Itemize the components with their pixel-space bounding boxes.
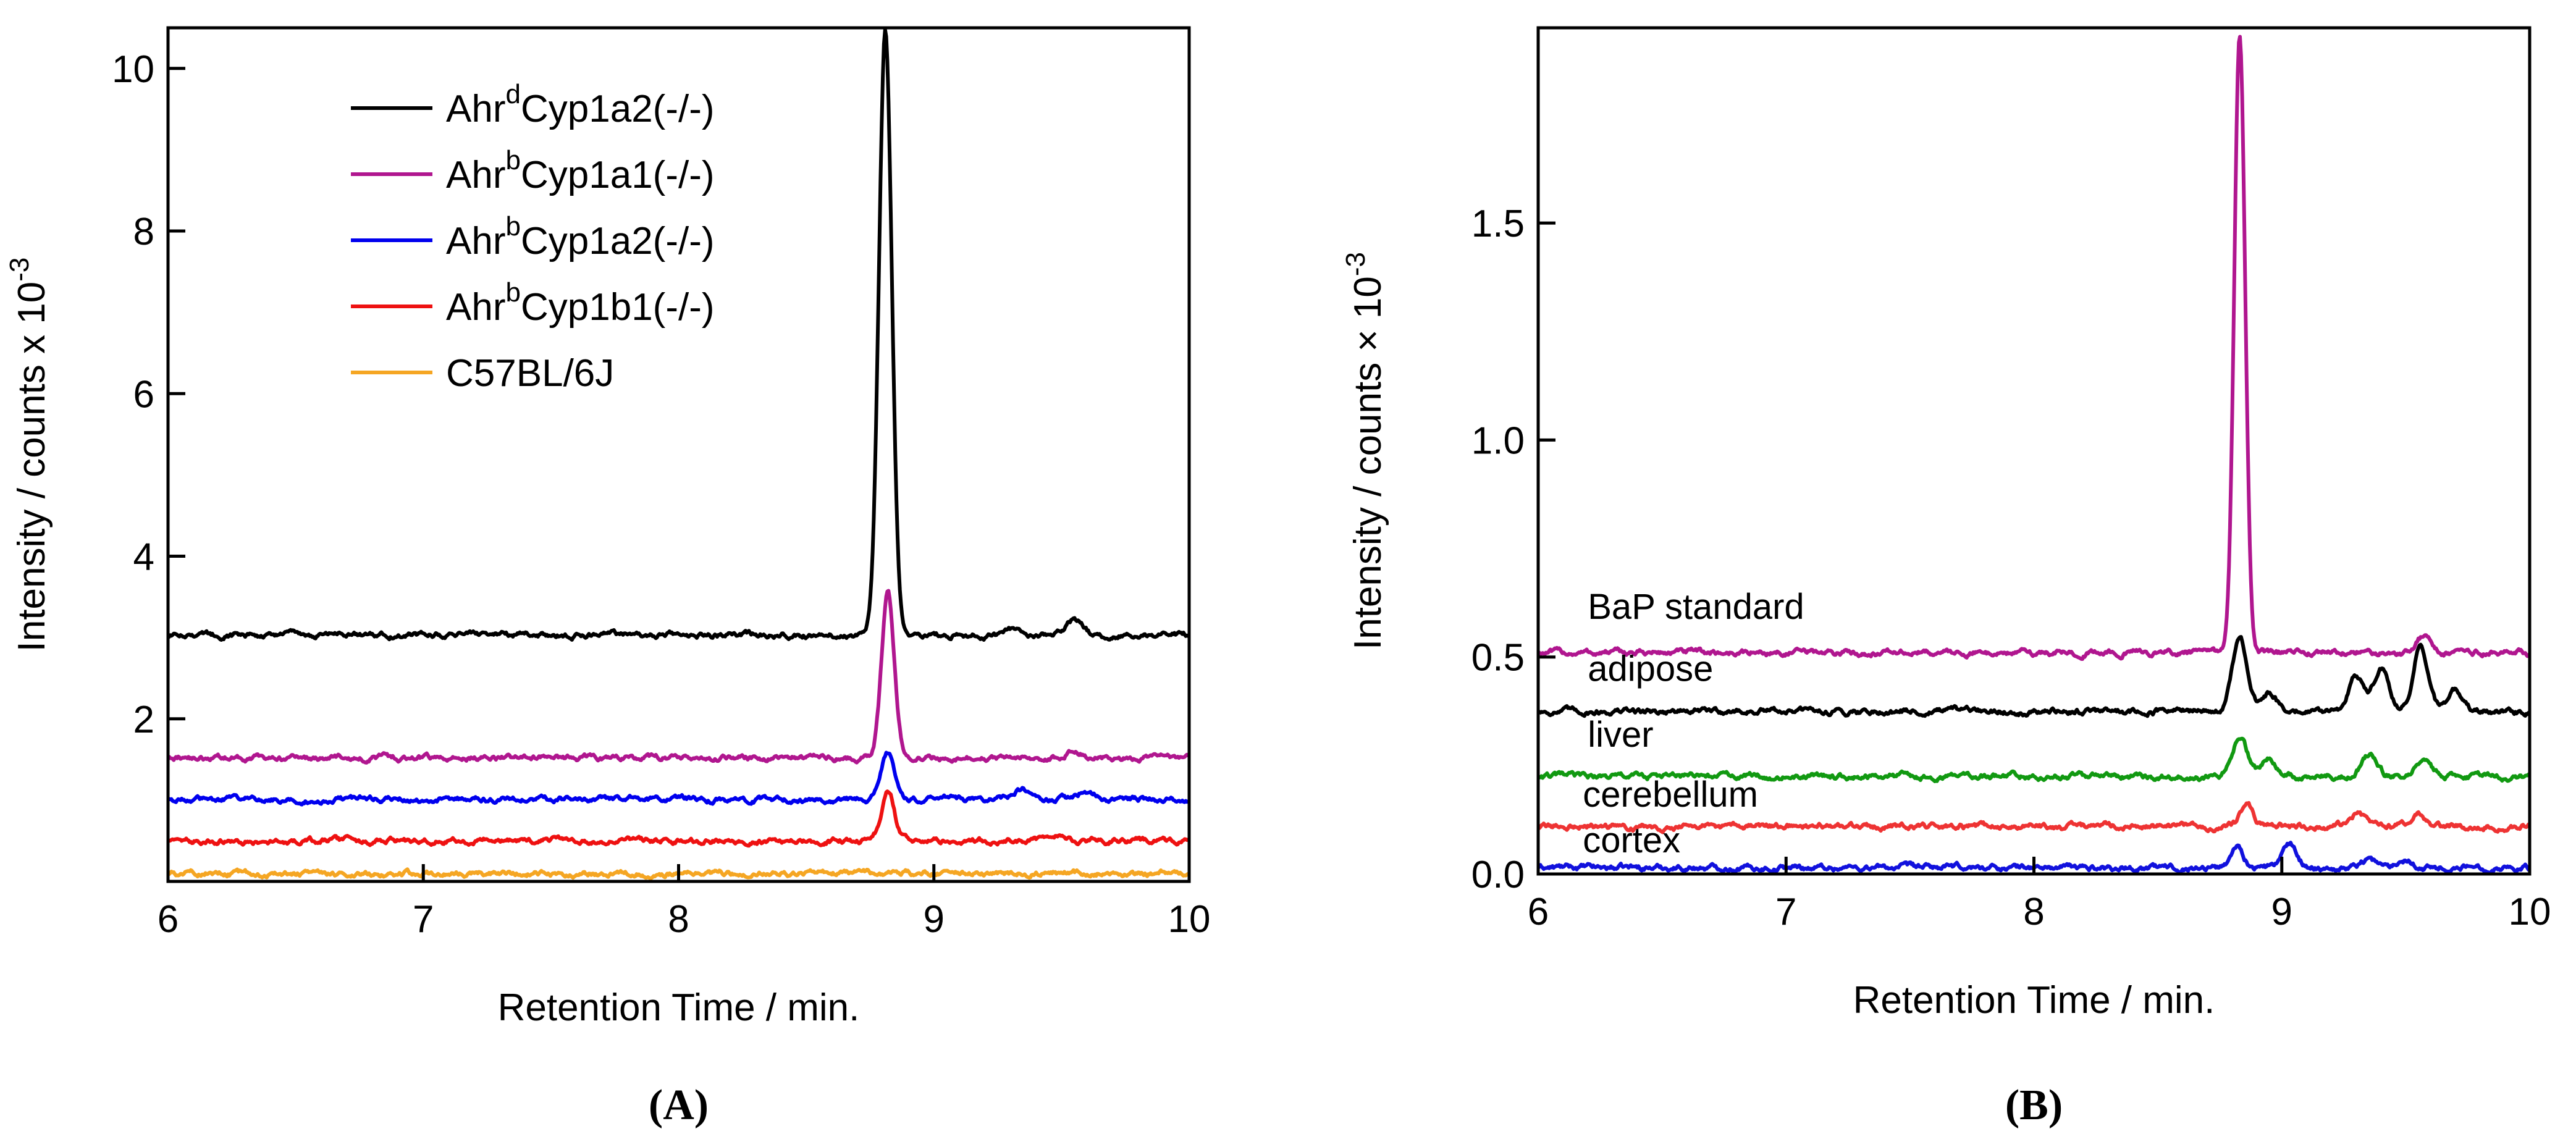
series-line-ahrbcyp1a1: [166, 589, 1190, 765]
panel-a-chart: 6 7 8 9 10 2 4 6 8 10 Retention Time / min. Intensi…: [4, 26, 1211, 1129]
legend-entry: AhrbCyp1a2(-/-): [446, 211, 714, 263]
series-label-adipose: adipose: [1588, 649, 1713, 689]
y-axis-label: Intensity / counts x 10-3: [4, 258, 53, 652]
x-tick-label: 7: [413, 898, 434, 941]
y-tick-label: 0.5: [1471, 637, 1525, 679]
series-line-ahrbcyp1b1: [167, 789, 1191, 848]
y-tick-label: 2: [133, 699, 154, 741]
panel-label: (B): [2005, 1082, 2063, 1129]
series-line-liver: [1537, 736, 2531, 783]
series-line-ahrdcyp1a2: [167, 28, 1190, 642]
x-tick-label: 10: [2509, 891, 2551, 933]
x-tick-label: 8: [2023, 891, 2044, 933]
series-line-adipose: [1537, 635, 2532, 718]
x-tick-label: 8: [668, 898, 689, 941]
y-tick-label: 10: [112, 48, 154, 91]
x-axis-label: Retention Time / min.: [498, 986, 860, 1029]
x-tick-label: 7: [1775, 891, 1796, 933]
panel-label: (A): [649, 1082, 709, 1129]
x-tick-label: 9: [924, 898, 945, 941]
y-tick-label: 4: [133, 536, 154, 579]
y-axis-label: Intensity / counts × 10-3: [1341, 252, 1389, 650]
y-tick-label: 0.0: [1471, 854, 1525, 896]
x-tick-label: 9: [2271, 891, 2292, 933]
plot-frame: [1536, 26, 2532, 876]
series-line-bap-standard: [1537, 35, 2531, 661]
legend-entry: AhrbCyp1a1(-/-): [446, 145, 714, 196]
y-tick-label: 1.5: [1471, 203, 1525, 245]
x-tick-label: 6: [1528, 891, 1549, 933]
legend-entry: AhrbCyp1b1(-/-): [446, 277, 714, 329]
series-label-cerebellum: cerebellum: [1583, 775, 1758, 815]
series-line-ahrbcyp1a2: [166, 750, 1190, 807]
x-tick-label: 6: [158, 898, 179, 941]
series-label-bap-standard: BaP standard: [1588, 587, 1804, 627]
x-tick-label: 10: [1168, 898, 1211, 941]
y-tick-label: 6: [133, 373, 154, 416]
y-tick-label: 1.0: [1471, 419, 1525, 462]
legend-entry: C57BL/6J: [446, 352, 614, 395]
series-label-liver: liver: [1588, 715, 1653, 755]
series-line-cerebellum: [1536, 800, 2532, 834]
x-axis-label: Retention Time / min.: [1853, 979, 2215, 1022]
panel-b-chart: 6 7 8 9 10 0.0 0.5 1.0 1.5 Retention Time / min. I…: [1341, 26, 2551, 1129]
series-label-cortex: cortex: [1583, 820, 1680, 860]
legend-entry: AhrdCyp1a2(-/-): [446, 79, 714, 130]
y-tick-label: 8: [133, 211, 154, 253]
